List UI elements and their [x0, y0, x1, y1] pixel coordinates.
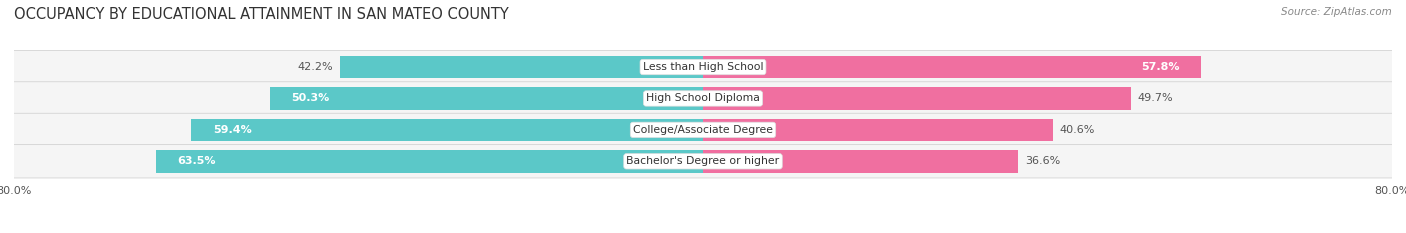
FancyBboxPatch shape — [10, 82, 1396, 115]
Bar — [703, 119, 1053, 141]
FancyBboxPatch shape — [10, 145, 1396, 178]
FancyBboxPatch shape — [10, 50, 1396, 84]
Bar — [270, 87, 703, 110]
Text: 36.6%: 36.6% — [1025, 156, 1060, 166]
Text: Bachelor's Degree or higher: Bachelor's Degree or higher — [627, 156, 779, 166]
Text: 59.4%: 59.4% — [212, 125, 252, 135]
Text: OCCUPANCY BY EDUCATIONAL ATTAINMENT IN SAN MATEO COUNTY: OCCUPANCY BY EDUCATIONAL ATTAINMENT IN S… — [14, 7, 509, 22]
Text: 40.6%: 40.6% — [1060, 125, 1095, 135]
Text: Source: ZipAtlas.com: Source: ZipAtlas.com — [1281, 7, 1392, 17]
Text: 42.2%: 42.2% — [297, 62, 333, 72]
Text: Less than High School: Less than High School — [643, 62, 763, 72]
Bar — [703, 56, 1201, 78]
Bar — [703, 150, 1018, 173]
Text: College/Associate Degree: College/Associate Degree — [633, 125, 773, 135]
Text: High School Diploma: High School Diploma — [647, 93, 759, 103]
Bar — [191, 119, 703, 141]
Bar — [703, 87, 1130, 110]
Bar — [340, 56, 703, 78]
Text: 57.8%: 57.8% — [1140, 62, 1180, 72]
Text: 63.5%: 63.5% — [177, 156, 217, 166]
FancyBboxPatch shape — [10, 113, 1396, 147]
Text: 50.3%: 50.3% — [291, 93, 329, 103]
Bar — [156, 150, 703, 173]
Text: 49.7%: 49.7% — [1137, 93, 1174, 103]
